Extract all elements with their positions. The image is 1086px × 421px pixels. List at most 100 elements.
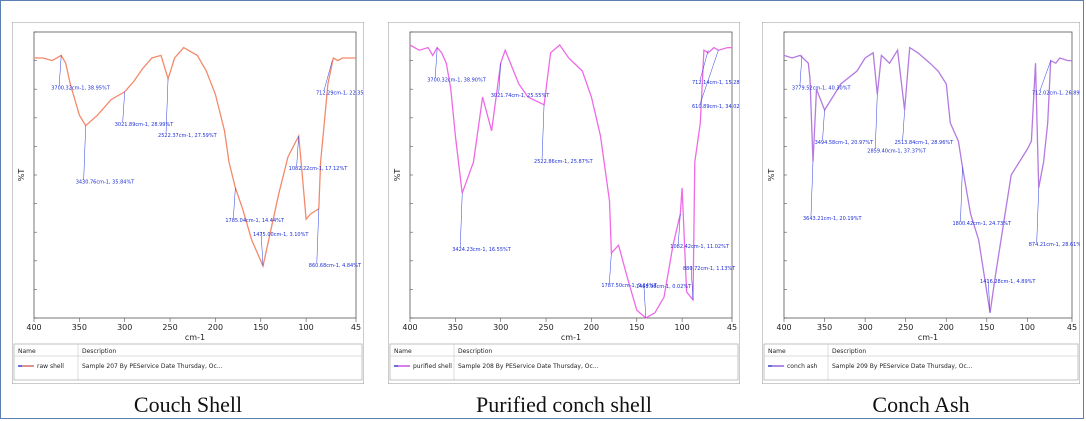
peak-label: 1787.50cm-1, 9.14%T bbox=[601, 283, 657, 289]
legend-description: Sample 207 By PEService Date Thursday, O… bbox=[82, 363, 223, 370]
x-tick-label: 350 bbox=[817, 323, 832, 332]
peak-label: 3430.76cm-1, 35.84%T bbox=[76, 180, 136, 186]
legend-name: purified shell bbox=[413, 363, 452, 370]
peak-label: 2513.84cm-1, 28.96%T bbox=[895, 140, 955, 146]
peak-leader-line bbox=[498, 63, 501, 94]
peak-leader-line bbox=[699, 50, 709, 81]
x-tick-label: 350 bbox=[72, 323, 87, 332]
x-tick-label: 100 bbox=[298, 323, 313, 332]
peak-label: 1785.04cm-1, 14.44%T bbox=[225, 218, 285, 224]
peak-leader-line bbox=[323, 60, 333, 91]
peak-label: 3643.21cm-1, 20.19%T bbox=[803, 216, 863, 222]
legend-header-description: Description bbox=[832, 348, 866, 355]
peak-leader-line bbox=[799, 55, 803, 86]
legend-header-name: Name bbox=[394, 348, 412, 355]
peak-leader-line bbox=[875, 94, 878, 149]
x-tick-label: 45 bbox=[351, 323, 361, 332]
peak-label: 3424.23cm-1, 16.55%T bbox=[452, 247, 512, 253]
peak-label: 2522.86cm-1, 25.87%T bbox=[534, 159, 594, 165]
caption-conch-ash: Conch Ash bbox=[872, 392, 970, 417]
peak-leader-line bbox=[1039, 60, 1051, 91]
x-axis-label: cm-1 bbox=[185, 333, 205, 342]
x-tick-label: 45 bbox=[1067, 323, 1077, 332]
y-axis-label: %T bbox=[767, 169, 776, 182]
plot-area bbox=[409, 31, 733, 319]
peak-leader-line bbox=[699, 50, 719, 105]
peak-label: 860.68cm-1, 4.84%T bbox=[309, 263, 362, 269]
legend-name: conch ash bbox=[787, 363, 818, 370]
peak-label: 1082.42cm-1, 11.02%T bbox=[670, 244, 730, 250]
peak-leader-line bbox=[233, 187, 236, 219]
legend-box bbox=[763, 343, 1079, 381]
peak-leader-line bbox=[960, 167, 963, 222]
peak-leader-line bbox=[643, 283, 647, 319]
spectrum-line bbox=[783, 46, 1072, 313]
spectrum-svg: %T 400 350 300 250 200 150 100 45 cm-1 3700.32cm-1… bbox=[12, 22, 364, 384]
legend-box bbox=[13, 343, 363, 381]
x-tick-label: 400 bbox=[26, 323, 41, 332]
peak-label: 3700.32cm-1, 38.95%T bbox=[51, 85, 111, 91]
peak-leader-line bbox=[316, 208, 320, 263]
x-tick-label: 400 bbox=[402, 323, 417, 332]
x-tick-label: 300 bbox=[493, 323, 508, 332]
legend-header-name: Name bbox=[768, 348, 786, 355]
peak-leader-line bbox=[822, 109, 825, 141]
peak-label: 712.29cm-1, 22.35%T bbox=[316, 91, 364, 97]
legend-header-description: Description bbox=[458, 348, 492, 355]
legend-header-name: Name bbox=[18, 348, 36, 355]
peak-leader-line bbox=[58, 55, 62, 86]
plot-area bbox=[783, 31, 1073, 319]
peak-leader-line bbox=[296, 135, 299, 167]
x-tick-label: 200 bbox=[584, 323, 599, 332]
legend-header-description: Description bbox=[82, 348, 116, 355]
spectrum-svg: %T 400 350 300 250 200 150 100 45 cm-1 3700.32cm-1… bbox=[388, 22, 740, 384]
legend-name: raw shell bbox=[37, 363, 64, 370]
peak-leader-line bbox=[541, 104, 545, 159]
peak-label: 3779.52cm-1, 40.30%T bbox=[792, 85, 852, 91]
peak-label: 1475.00cm-1, 3.10%T bbox=[253, 232, 309, 238]
peak-leader-line bbox=[1036, 187, 1039, 243]
peak-leader-line bbox=[690, 265, 694, 300]
spectrum-line bbox=[409, 44, 732, 319]
x-tick-label: 250 bbox=[162, 323, 177, 332]
peak-label: 880.72cm-1, 1.13%T bbox=[683, 266, 736, 272]
peak-label: 712.02cm-1, 26.89%T bbox=[1032, 91, 1080, 97]
legend-description: Sample 209 By PEService Date Thursday, O… bbox=[832, 363, 973, 370]
x-tick-label: 150 bbox=[253, 323, 268, 332]
x-axis-label: cm-1 bbox=[561, 333, 581, 342]
peak-leader-line bbox=[165, 78, 169, 133]
x-tick-label: 150 bbox=[979, 323, 994, 332]
spectrum-svg: %T 400 350 300 250 200 150 100 45 cm-1 3779.52cm-1… bbox=[762, 22, 1080, 384]
x-tick-label: 300 bbox=[857, 323, 872, 332]
x-axis-label: cm-1 bbox=[918, 333, 938, 342]
peak-label: 874.21cm-1, 28.61%T bbox=[1029, 242, 1080, 248]
peak-label: 1416.28cm-1, 4.89%T bbox=[980, 279, 1036, 285]
peak-label: 1800.42cm-1, 24.73%T bbox=[952, 221, 1012, 227]
peak-label: 610.89cm-1, 34.02 bbox=[692, 104, 740, 110]
legend-description: Sample 208 By PEService Date Thursday, O… bbox=[458, 363, 599, 370]
x-tick-label: 200 bbox=[939, 323, 954, 332]
y-axis-label: %T bbox=[393, 169, 402, 182]
peak-leader-line bbox=[987, 278, 991, 313]
spectrum-panel-couch-shell: %T 400 350 300 250 200 150 100 45 cm-1 3700.32cm-1… bbox=[12, 22, 364, 384]
peak-leader-line bbox=[122, 91, 125, 122]
spectrum-panel-conch-ash: %T 400 350 300 250 200 150 100 45 cm-1 3779.52cm-1… bbox=[762, 22, 1080, 384]
peak-label: 3021.89cm-1, 28.99%T bbox=[115, 122, 175, 128]
x-tick-label: 400 bbox=[776, 323, 791, 332]
peak-label: 3021.74cm-1, 25.55%T bbox=[491, 93, 551, 99]
x-tick-label: 300 bbox=[117, 323, 132, 332]
x-tick-label: 350 bbox=[448, 323, 463, 332]
x-tick-label: 150 bbox=[629, 323, 644, 332]
spectrum-panel-purified-conch-shell: %T 400 350 300 250 200 150 100 45 cm-1 3700.32cm-1… bbox=[388, 22, 740, 384]
peak-leader-line bbox=[260, 231, 264, 267]
y-axis-label: %T bbox=[17, 169, 26, 182]
peak-label: 3494.58cm-1, 20.97%T bbox=[815, 140, 875, 146]
peak-label: 1461.98cm-1, 0.02%T bbox=[636, 284, 692, 290]
x-tick-label: 250 bbox=[898, 323, 913, 332]
x-tick-label: 250 bbox=[538, 323, 553, 332]
peak-leader-line bbox=[434, 47, 438, 78]
legend-box bbox=[389, 343, 739, 381]
peak-label: 2859.40cm-1, 37.37%T bbox=[867, 148, 927, 154]
peak-leader-line bbox=[459, 193, 463, 248]
